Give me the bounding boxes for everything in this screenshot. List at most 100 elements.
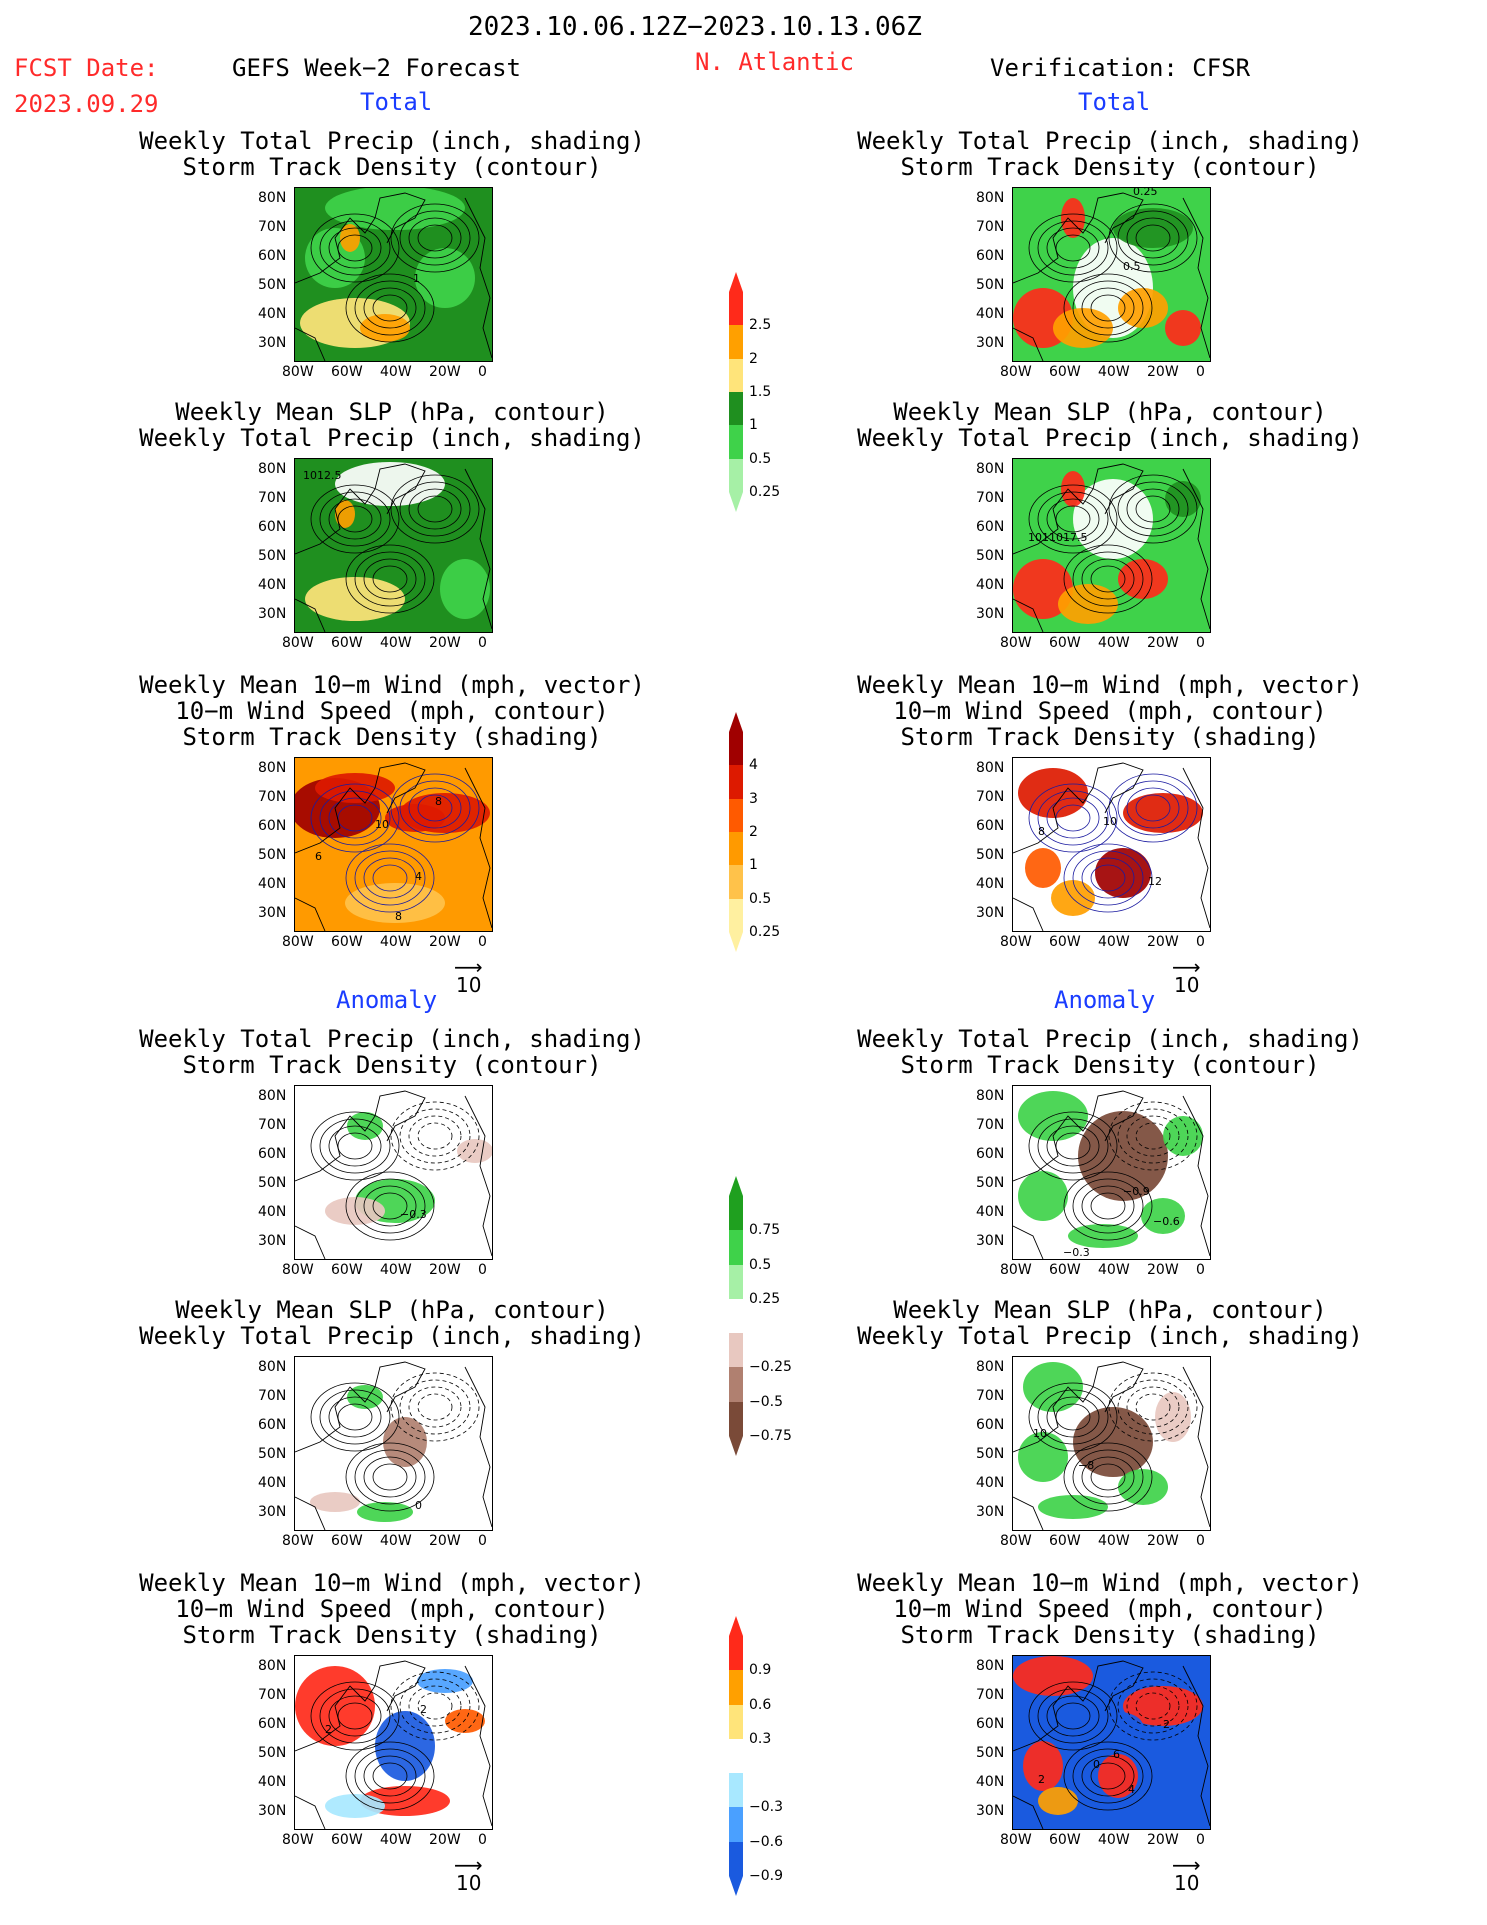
oa-precip-track-contour-1-2 — [1126, 1115, 1180, 1157]
f-slp-precip-lon-1: 60W — [331, 635, 363, 651]
fa-wind-track-contour-1-1 — [417, 1692, 453, 1720]
oa-wind-track-shade-0 — [1013, 1656, 1093, 1696]
fa-wind-track-lon-2: 40W — [380, 1832, 412, 1848]
fa-precip-track-coastline — [295, 1090, 492, 1259]
precip_total-swatch-5 — [729, 458, 743, 492]
precip_anom-label-1: 0.5 — [749, 1256, 772, 1273]
fa-precip-track-contour-1-3 — [399, 1108, 471, 1164]
o-wind-track-vector-scale: 10 — [1174, 973, 1200, 997]
f-precip-track-lat-5: 30N — [258, 335, 287, 351]
oa-precip-track-shade-5 — [1068, 1224, 1138, 1248]
o-wind-track-field: 10 8 12 — [1013, 762, 1210, 931]
track_total-bottom-arrow — [729, 932, 743, 952]
fa-slp-precip-coastline — [295, 1361, 492, 1530]
o-slp-precip-lon-4: 0 — [1196, 635, 1205, 651]
f-wind-track-contour-label-1: 6 — [315, 850, 322, 863]
track_anom-label-2: 0.3 — [749, 1730, 772, 1747]
oa-wind-track-vector-scale: 10 — [1174, 1871, 1200, 1895]
fa-wind-track-contour-0-3 — [354, 1748, 426, 1804]
f-slp-precip-contour-0-2 — [363, 558, 417, 600]
fa-precip-track-lon-1: 60W — [331, 1262, 363, 1278]
precip_total-top-arrow — [729, 272, 743, 292]
o-slp-precip-lon-2: 40W — [1098, 635, 1130, 651]
f-slp-precip-shade-1 — [305, 577, 405, 621]
o-precip-track-contour-2-2 — [1046, 227, 1100, 269]
o-precip-track-lat-1: 70N — [976, 219, 1005, 235]
fa-precip-track-contour-2-3 — [319, 1118, 391, 1174]
oa-slp-precip-lon-4: 0 — [1196, 1533, 1205, 1549]
track_total-label-0: 4 — [749, 757, 758, 774]
o-slp-precip-contour-2-3 — [1037, 491, 1109, 547]
oa-wind-track-contour-1-4 — [1108, 1671, 1198, 1741]
fa-slp-precip-lat-4: 40N — [258, 1475, 287, 1491]
precip_anom-swatch-5 — [729, 1367, 743, 1402]
f-wind-track-coastline — [295, 762, 492, 931]
track_anom-label-5: −0.6 — [749, 1833, 783, 1850]
track_total-label-4: 0.5 — [749, 890, 772, 907]
oa-wind-track-contour-0-4 — [1063, 1741, 1153, 1811]
track_total-swatch-2 — [729, 798, 743, 832]
fa-slp-precip-contour-1-4 — [390, 1372, 480, 1442]
oa-slp-precip-coastline — [1013, 1361, 1210, 1530]
precip_anom-swatch-2 — [729, 1264, 743, 1299]
oa-precip-track-contour-2-4 — [1028, 1111, 1118, 1181]
oa-wind-track-contour-2-2 — [1046, 1695, 1100, 1737]
o-precip-track-contour-label-0: 0.25 — [1133, 188, 1158, 198]
oa-slp-precip-lat-5: 30N — [976, 1504, 1005, 1520]
track_anom-swatch-0 — [729, 1636, 743, 1671]
f-slp-precip-shade-2 — [335, 500, 355, 528]
o-precip-track-contour-1-3 — [1117, 210, 1189, 266]
track_anom-swatch-2 — [729, 1704, 743, 1739]
f-slp-precip-contour-1-1 — [417, 495, 453, 523]
fa-wind-track-shade-3 — [417, 1669, 473, 1693]
fa-slp-precip-lon-4: 0 — [478, 1533, 487, 1549]
track_total-swatch-5 — [729, 898, 743, 932]
f-precip-track-title-0: Weekly Total Precip (inch, shading) — [139, 127, 645, 155]
fa-wind-track-contour-2-2 — [328, 1695, 382, 1737]
precip_total-label-0: 2.5 — [749, 317, 772, 334]
oa-precip-track-contour-1-4 — [1108, 1101, 1198, 1171]
f-precip-track-lat-3: 50N — [258, 277, 287, 293]
fa-precip-track-contour-0-1 — [372, 1192, 408, 1220]
f-precip-track-lon-0: 80W — [282, 364, 314, 380]
oa-precip-track-contour-0-4 — [1063, 1171, 1153, 1241]
precip_anom-top-arrow — [729, 1176, 743, 1196]
fa-precip-track-lon-2: 40W — [380, 1262, 412, 1278]
fa-slp-precip-contour-2-3 — [319, 1389, 391, 1445]
o-wind-track-lon-4: 0 — [1196, 934, 1205, 950]
fa-precip-track-contour-label-0: −0.3 — [400, 1208, 427, 1221]
fa-wind-track-title-0: Weekly Mean 10−m Wind (mph, vector) — [139, 1569, 645, 1597]
fa-wind-track-contour-2-1 — [337, 1702, 373, 1730]
o-wind-track-shade-0 — [1018, 768, 1088, 818]
precip_total-label-1: 2 — [749, 350, 758, 367]
track_anom-top-arrow — [729, 1616, 743, 1636]
oa-slp-precip-lon-3: 20W — [1147, 1533, 1179, 1549]
o-precip-track-shade-6 — [1165, 310, 1201, 346]
fa-precip-track-contour-2-2 — [328, 1125, 382, 1167]
f-wind-track-contour-2-4 — [310, 783, 400, 853]
f-slp-precip-contour-2-3 — [319, 491, 391, 547]
f-wind-track-contour-0-2 — [363, 857, 417, 899]
track_total-label-2: 2 — [749, 824, 758, 840]
o-precip-track-contour-2-4 — [1028, 213, 1118, 283]
precip_anom-label-6: −0.75 — [749, 1428, 792, 1444]
o-wind-track-lat-1: 70N — [976, 789, 1005, 805]
f-wind-track-title-0: Weekly Mean 10−m Wind (mph, vector) — [139, 671, 645, 699]
o-precip-track-contour-0-1 — [1090, 294, 1126, 322]
f-slp-precip-lat-0: 80N — [258, 461, 287, 477]
precip_total-label-4: 0.5 — [749, 450, 772, 467]
o-precip-track-field: 0.25 0.5 — [1013, 188, 1210, 361]
f-precip-track-shade-0 — [325, 188, 465, 230]
oa-precip-track-contour-1-3 — [1117, 1108, 1189, 1164]
f-wind-track-lon-4: 0 — [478, 934, 487, 950]
fa-slp-precip-title-1: Weekly Total Precip (inch, shading) — [139, 1322, 645, 1350]
fa-slp-precip-field: 0 — [295, 1361, 492, 1530]
o-slp-precip-shade-5 — [1165, 481, 1201, 517]
o-slp-precip-contour-0-1 — [1090, 565, 1126, 593]
f-wind-track-contour-label-0: 10 — [375, 818, 389, 831]
f-slp-precip-lon-0: 80W — [282, 635, 314, 651]
oa-wind-track-contour-2-1 — [1055, 1702, 1091, 1730]
fa-slp-precip-lon-3: 20W — [429, 1533, 461, 1549]
fa-wind-track-lon-0: 80W — [282, 1832, 314, 1848]
